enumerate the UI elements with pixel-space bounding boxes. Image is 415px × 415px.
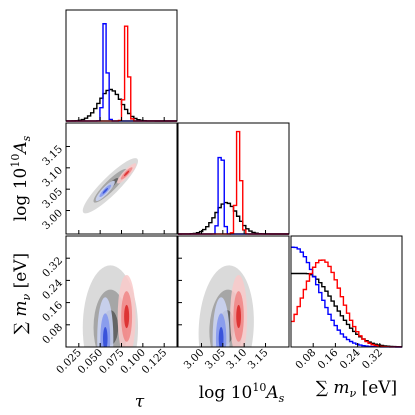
ytick-label-logA: 3.10 xyxy=(40,164,65,189)
contour-red-logA_vs_tau-level-3 xyxy=(123,170,130,177)
ylabel-logA: log 1010As xyxy=(9,135,33,221)
xlabel-tau: τ xyxy=(135,392,145,412)
contour-blue-mnu_vs_tau-level-3 xyxy=(103,327,108,347)
xtick-label-logA: 3.10 xyxy=(224,347,249,372)
xtick-label-tau: 0.125 xyxy=(140,347,170,377)
ytick-label-logA: 3.05 xyxy=(40,186,65,211)
ytick-label-logA: 3.15 xyxy=(40,143,65,168)
xtick-label-logA: 3.05 xyxy=(203,347,228,372)
xlabel-logA: log 1010As xyxy=(199,381,285,405)
panel-frame-2-2 xyxy=(290,235,403,348)
contour-blue-logA_vs_tau-level-3 xyxy=(102,188,108,194)
hist-logA-red xyxy=(178,130,289,235)
ytick-label-mnu: 0.32 xyxy=(40,255,65,280)
ylabel-mnu: ∑ mν [eV] xyxy=(11,253,33,334)
hist-mnu-red xyxy=(291,259,402,348)
xtick-label-logA: 3.15 xyxy=(246,347,271,372)
contour-red-mnu_vs_tau-level-3 xyxy=(124,304,130,329)
xtick-label-logA: 3.00 xyxy=(182,347,207,372)
hist-mnu-blue xyxy=(291,246,402,348)
panel-logA-vs-tau xyxy=(82,158,139,214)
xtick-label-mnu: 0.16 xyxy=(315,346,340,371)
xtick-label-mnu: 0.08 xyxy=(293,347,318,372)
svg-text:log 1010As: log 1010As xyxy=(9,135,33,221)
svg-text:∑ mν [eV]: ∑ mν [eV] xyxy=(11,253,33,334)
xtick-label-mnu: 0.24 xyxy=(338,346,363,371)
hist-tau-red xyxy=(66,25,177,122)
contour-blue-mnu_vs_logA-level-3 xyxy=(218,327,224,347)
ytick-label-mnu: 0.24 xyxy=(40,277,65,302)
ytick-label-logA: 3.00 xyxy=(40,207,65,232)
ytick-label-mnu: 0.08 xyxy=(40,321,65,346)
contour-red-mnu_vs_logA-level-3 xyxy=(236,304,242,329)
xtick-label-mnu: 0.32 xyxy=(360,347,385,372)
panel-frame-2-1 xyxy=(177,235,290,348)
panel-mnu-vs-logA xyxy=(198,265,254,347)
xlabel-mnu: ∑ mν [eV] xyxy=(316,378,397,400)
ytick-label-mnu: 0.16 xyxy=(40,299,65,324)
panel-frame-1-1 xyxy=(177,122,290,235)
